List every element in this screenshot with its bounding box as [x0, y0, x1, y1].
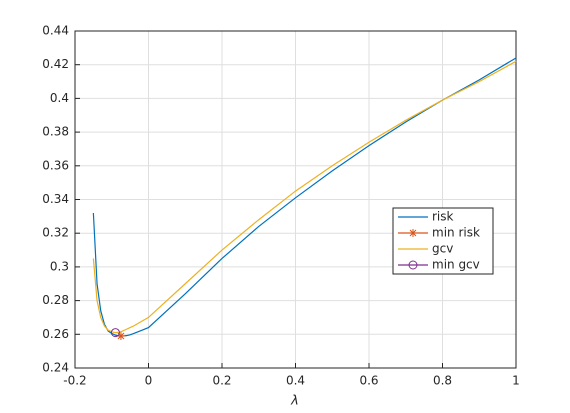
x-tick-label: 0	[145, 374, 153, 388]
y-tick-label: 0.3	[50, 259, 69, 273]
legend-label: gcv	[432, 242, 453, 256]
legend-label: min risk	[432, 226, 480, 240]
y-tick-label: 0.36	[42, 158, 69, 172]
x-tick-label: 0.8	[433, 374, 452, 388]
x-tick-label: 0.2	[212, 374, 231, 388]
y-tick-label: 0.34	[42, 192, 69, 206]
y-tick-label: 0.32	[42, 226, 69, 240]
marker	[116, 331, 125, 340]
x-tick-label: -0.2	[63, 374, 86, 388]
y-tick-label: 0.28	[42, 293, 69, 307]
legend-marker	[408, 260, 418, 270]
legend-marker	[409, 229, 417, 237]
x-tick-label: 0.4	[286, 374, 305, 388]
y-tick-label: 0.24	[42, 361, 69, 375]
x-tick-label: 0.6	[359, 374, 378, 388]
x-tick-label: 1	[512, 374, 520, 388]
y-tick-label: 0.26	[42, 327, 69, 341]
legend-label: risk	[432, 210, 454, 224]
line-series	[92, 60, 517, 334]
y-tick-label: 0.4	[50, 91, 69, 105]
marker	[110, 328, 120, 338]
y-tick-label: 0.44	[42, 24, 69, 38]
x-axis-label: λ	[290, 394, 299, 409]
y-tick-label: 0.38	[42, 125, 69, 139]
legend-label: min gcv	[432, 258, 480, 272]
y-tick-label: 0.42	[42, 57, 69, 71]
axes-box	[74, 30, 517, 369]
